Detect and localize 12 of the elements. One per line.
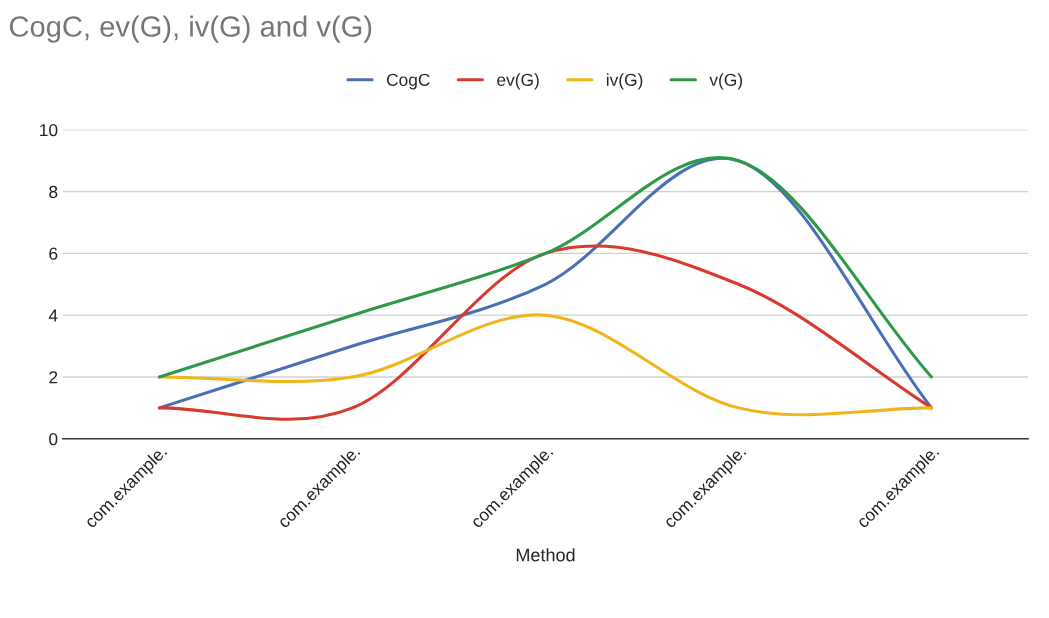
legend-label: iv(G) [606, 73, 643, 90]
y-tick-label: 8 [49, 185, 58, 199]
y-tick-label: 4 [48, 309, 58, 322]
y-tick-label: 10 [40, 123, 58, 137]
y-tick-label: 6 [49, 247, 58, 260]
y-tick-label: 2 [49, 371, 58, 384]
chart-title: CogC, ev(G), iv(G) and v(G) [9, 15, 372, 43]
legend-label: CogC [386, 73, 430, 90]
legend-label: v(G) [709, 73, 743, 90]
legend-label: ev(G) [497, 73, 539, 90]
x-axis-title: Method [516, 548, 575, 562]
y-tick-label: 0 [49, 432, 58, 446]
